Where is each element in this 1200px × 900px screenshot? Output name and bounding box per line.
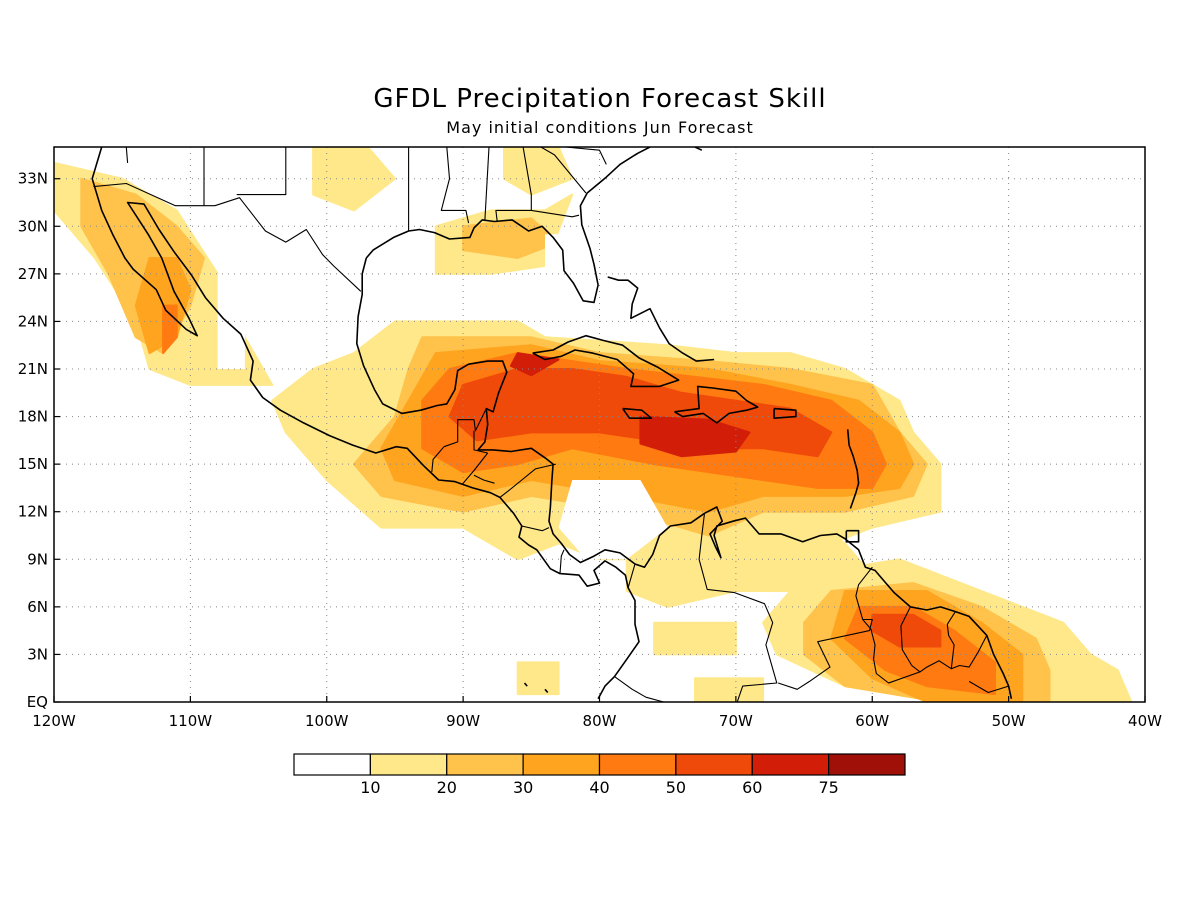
skill-region-21 bbox=[871, 613, 942, 648]
coastline-6 bbox=[773, 407, 797, 420]
border-8 bbox=[531, 209, 580, 218]
colorbar-label: 40 bbox=[589, 778, 609, 797]
coastline-1 bbox=[365, 147, 651, 304]
skill-region-8 bbox=[694, 677, 765, 702]
border-23 bbox=[919, 611, 956, 673]
border-11 bbox=[431, 408, 487, 473]
colorbar-label: 50 bbox=[666, 778, 686, 797]
map-title: GFDL Precipitation Forecast Skill bbox=[373, 84, 827, 114]
coastline-12 bbox=[544, 688, 549, 694]
colorbar-swatch bbox=[598, 753, 677, 776]
border-5 bbox=[440, 147, 470, 224]
border-12 bbox=[473, 430, 488, 454]
colorbar-label: 30 bbox=[513, 778, 533, 797]
y-tick-label: 30N bbox=[18, 217, 48, 235]
y-tick-label: 3N bbox=[27, 645, 48, 663]
x-tick-label: 110W bbox=[169, 712, 213, 730]
y-tick-label: EQ bbox=[27, 693, 48, 711]
lat-lon-grid bbox=[54, 147, 1145, 702]
border-16 bbox=[521, 525, 550, 532]
coastline-4 bbox=[622, 407, 653, 420]
colorbar-swatch bbox=[293, 753, 371, 776]
colorbar-label: 20 bbox=[437, 778, 457, 797]
axis-ticks: 120W 110W 100W 90W 80W 70W 60W 50W 40W EQ 3N 6N 9N 12… bbox=[18, 170, 1162, 730]
border-3 bbox=[236, 147, 287, 196]
skill-region-7 bbox=[653, 621, 737, 656]
border-19 bbox=[698, 513, 778, 702]
colorbar-swatch bbox=[446, 753, 524, 776]
coastline-11 bbox=[523, 682, 528, 687]
coastlines bbox=[91, 147, 1013, 702]
coastline-5 bbox=[674, 385, 759, 424]
coastline-9 bbox=[607, 276, 715, 362]
coastline-0 bbox=[91, 147, 640, 700]
border-1 bbox=[125, 147, 129, 163]
y-tick-label: 9N bbox=[27, 550, 48, 568]
x-tick-label: 60W bbox=[855, 712, 889, 730]
y-tick-label: 24N bbox=[18, 312, 48, 330]
x-tick-label: 100W bbox=[305, 712, 349, 730]
coastline-2 bbox=[355, 257, 1013, 699]
x-tick-label: 40W bbox=[1128, 712, 1162, 730]
y-tick-label: 15N bbox=[18, 455, 48, 473]
border-10 bbox=[540, 147, 587, 194]
no-skill-patch-2 bbox=[558, 480, 668, 560]
colorbar-label: 60 bbox=[742, 778, 762, 797]
border-20 bbox=[614, 676, 664, 702]
border-21 bbox=[778, 566, 873, 690]
border-24 bbox=[951, 635, 988, 670]
border-15 bbox=[499, 463, 557, 498]
y-tick-label: 21N bbox=[18, 360, 48, 378]
colorbar: 10 20 30 40 50 60 75 bbox=[293, 753, 906, 797]
border-25 bbox=[968, 680, 1009, 694]
no-skill-patch-1 bbox=[217, 273, 245, 369]
y-tick-label: 18N bbox=[18, 408, 48, 426]
border-22 bbox=[862, 606, 921, 684]
colorbar-swatch bbox=[522, 753, 601, 776]
skill-region-9 bbox=[516, 661, 560, 696]
border-18 bbox=[627, 563, 636, 588]
colorbar-swatch bbox=[369, 753, 448, 776]
colorbar-label: 10 bbox=[360, 778, 380, 797]
colorbar-swatch bbox=[751, 753, 830, 776]
y-tick-label: 12N bbox=[18, 503, 48, 521]
y-tick-label: 33N bbox=[18, 170, 48, 188]
x-tick-label: 120W bbox=[32, 712, 76, 730]
skill-region-4 bbox=[503, 147, 574, 196]
border-14 bbox=[461, 452, 489, 486]
x-tick-label: 50W bbox=[992, 712, 1026, 730]
border-0 bbox=[93, 182, 362, 292]
border-13 bbox=[473, 474, 495, 484]
coastline-3 bbox=[532, 334, 680, 388]
colorbar-swatch bbox=[828, 753, 906, 776]
border-9 bbox=[565, 147, 607, 165]
x-tick-label: 70W bbox=[719, 712, 753, 730]
map-subtitle: May initial conditions Jun Forecast bbox=[446, 118, 754, 137]
colorbar-label: 75 bbox=[818, 778, 838, 797]
x-tick-label: 80W bbox=[583, 712, 617, 730]
border-17 bbox=[559, 549, 565, 574]
x-tick-label: 90W bbox=[446, 712, 480, 730]
skill-shading bbox=[54, 147, 1133, 702]
no-skill-patch-0 bbox=[545, 234, 573, 322]
skill-region-22 bbox=[639, 415, 751, 458]
coastline-7 bbox=[845, 529, 860, 543]
y-tick-label: 27N bbox=[18, 265, 48, 283]
coastline-8 bbox=[846, 429, 860, 509]
colorbar-swatch bbox=[675, 753, 753, 776]
border-6 bbox=[484, 147, 490, 220]
y-tick-label: 6N bbox=[27, 598, 48, 616]
